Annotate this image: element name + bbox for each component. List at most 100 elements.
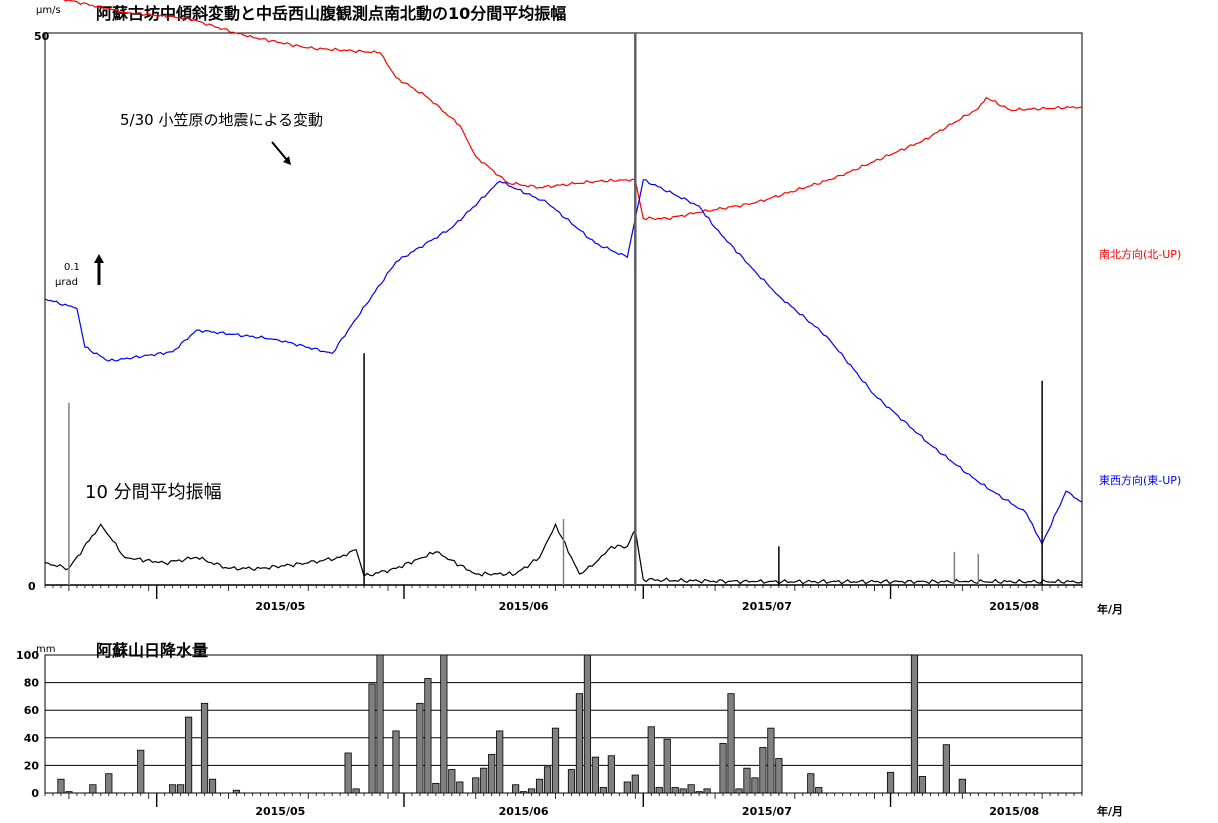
bottom-month-labels: 2015/05 2015/06 2015/07 2015/08 bbox=[255, 805, 1039, 818]
precip-bar bbox=[520, 791, 528, 794]
precip-bar bbox=[719, 742, 727, 794]
precip-bar bbox=[456, 781, 464, 794]
precip-bar bbox=[137, 749, 145, 794]
series-line-1 bbox=[44, 179, 1083, 546]
month-label: 2015/08 bbox=[989, 600, 1039, 613]
precip-bar bbox=[169, 784, 177, 794]
precip-bar bbox=[655, 787, 663, 794]
precip-bar bbox=[591, 756, 599, 794]
precip-bar bbox=[751, 777, 759, 794]
precip-bar bbox=[567, 769, 576, 794]
top-chart-title: 阿蘇古坊中傾斜変動と中岳西山腹観測点南北動の10分間平均振幅 bbox=[96, 4, 566, 23]
precip-bar bbox=[735, 788, 743, 794]
precip-bar bbox=[759, 747, 767, 794]
top-month-labels: 2015/05 2015/06 2015/07 2015/08 bbox=[255, 600, 1039, 613]
precip-bar bbox=[647, 726, 655, 794]
series-label-ew: 東西方向(東-UP) bbox=[1099, 473, 1181, 487]
precip-bar bbox=[368, 683, 376, 794]
precip-bar bbox=[89, 784, 97, 794]
precip-bar bbox=[376, 654, 384, 794]
precip-bar bbox=[886, 771, 895, 794]
precip-bar bbox=[512, 784, 520, 794]
bottom-chart-title: 阿蘇山日降水量 bbox=[96, 641, 208, 660]
precip-bar bbox=[775, 758, 783, 794]
bottom-unit-label: mm bbox=[36, 644, 55, 655]
precip-bar bbox=[807, 773, 815, 794]
precip-bar bbox=[918, 776, 927, 794]
precip-bar bbox=[767, 727, 775, 794]
precip-bar bbox=[703, 788, 711, 794]
precip-bar bbox=[448, 769, 456, 794]
bottom-ytick-label: 20 bbox=[24, 759, 40, 772]
precip-bar bbox=[344, 752, 352, 794]
top-ytick-0: 0 bbox=[28, 580, 36, 593]
month-label: 2015/05 bbox=[255, 600, 305, 613]
precip-bar bbox=[551, 727, 560, 794]
precip-bar bbox=[679, 788, 687, 794]
precip-bar bbox=[416, 702, 424, 794]
bottom-month-ticks bbox=[44, 793, 1083, 807]
bottom-ytick-label: 0 bbox=[31, 787, 39, 800]
precip-bar bbox=[496, 730, 504, 794]
month-label: 2015/07 bbox=[742, 600, 792, 613]
annotation-arrow-icon bbox=[283, 156, 291, 165]
precip-bar bbox=[687, 784, 695, 794]
precip-bar bbox=[575, 693, 584, 794]
precip-bar bbox=[663, 738, 671, 794]
precip-bar bbox=[392, 730, 400, 794]
scale-bar: 0.1 μrad bbox=[55, 254, 104, 288]
annotation-arrow-line bbox=[271, 141, 288, 161]
precip-bar bbox=[424, 678, 432, 794]
bottom-ytick-label: 40 bbox=[24, 732, 40, 745]
precip-bar bbox=[208, 778, 217, 794]
bottom-ytick-label: 60 bbox=[24, 704, 40, 717]
scale-bar-arrow-icon bbox=[94, 254, 104, 263]
precip-bar bbox=[631, 774, 639, 794]
precip-bar bbox=[543, 766, 552, 794]
precip-bar bbox=[958, 778, 966, 794]
bottom-x-unit: 年/月 bbox=[1097, 804, 1123, 818]
bottom-ytick-label: 80 bbox=[24, 677, 40, 690]
month-label: 2015/07 bbox=[742, 805, 792, 818]
precip-bar bbox=[65, 791, 73, 794]
month-label: 2015/06 bbox=[499, 805, 549, 818]
precip-bar bbox=[200, 702, 209, 794]
top-unit-label: μm/s bbox=[36, 5, 61, 16]
precip-bar bbox=[352, 788, 360, 794]
precip-bar bbox=[432, 782, 440, 794]
precip-bar bbox=[535, 778, 544, 794]
precip-bar bbox=[440, 654, 448, 794]
precip-bar bbox=[177, 784, 185, 794]
precip-bar bbox=[623, 781, 631, 794]
annotation-earthquake: 5/30 小笠原の地震による変動 bbox=[120, 111, 323, 129]
top-spikes-group bbox=[68, 33, 1043, 585]
bottom-bars-group bbox=[57, 654, 966, 794]
precip-bar bbox=[607, 755, 615, 794]
precip-bar bbox=[232, 789, 241, 794]
precip-bar bbox=[815, 787, 823, 794]
scale-bar-value: 0.1 bbox=[64, 262, 80, 273]
precip-bar bbox=[743, 767, 751, 794]
annotation-amplitude: 10 分間平均振幅 bbox=[85, 482, 222, 503]
top-ytick-50: 50 bbox=[34, 30, 50, 43]
month-label: 2015/08 bbox=[989, 805, 1039, 818]
bottom-plot-frame bbox=[44, 654, 1083, 794]
series-line-0 bbox=[63, 0, 1083, 221]
precip-bar bbox=[583, 654, 592, 794]
top-month-ticks bbox=[44, 585, 1083, 599]
precip-bar bbox=[480, 767, 488, 794]
precip-bar bbox=[910, 654, 919, 794]
precip-bar bbox=[528, 788, 536, 794]
month-label: 2015/05 bbox=[255, 805, 305, 818]
precip-bar bbox=[727, 693, 735, 794]
bottom-ytick-label: 100 bbox=[16, 649, 39, 662]
precip-bar bbox=[57, 778, 65, 794]
series-label-ns: 南北方向(北-UP) bbox=[1099, 247, 1181, 261]
top-x-unit: 年/月 bbox=[1097, 602, 1123, 616]
precip-bar bbox=[184, 716, 193, 794]
month-label: 2015/06 bbox=[499, 600, 549, 613]
precip-bar bbox=[599, 787, 607, 794]
precip-bar bbox=[488, 753, 496, 794]
precip-bar bbox=[671, 787, 679, 794]
